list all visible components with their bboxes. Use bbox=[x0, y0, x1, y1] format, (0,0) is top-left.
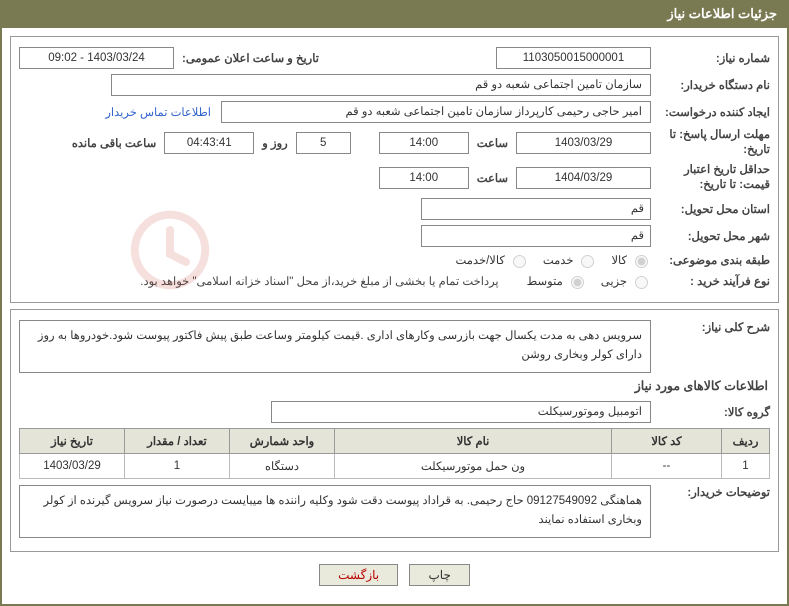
radio-both[interactable]: کالا/خدمت bbox=[456, 252, 529, 268]
items-table: ردیف کد کالا نام کالا واحد شمارش تعداد /… bbox=[19, 428, 770, 479]
td-code: -- bbox=[612, 453, 722, 478]
city-field: قم bbox=[421, 225, 651, 247]
reply-date-field: 1403/03/29 bbox=[516, 132, 651, 154]
reply-deadline-label: مهلت ارسال پاسخ: تا تاریخ: bbox=[655, 128, 770, 158]
announce-label: تاریخ و ساعت اعلان عمومی: bbox=[178, 51, 323, 65]
subject-class-radios: کالا خدمت کالا/خدمت bbox=[456, 252, 652, 268]
goods-group-field: اتومبیل وموتورسیکلت bbox=[271, 401, 651, 423]
price-valid-date-field: 1404/03/29 bbox=[516, 167, 651, 189]
reply-time-field: 14:00 bbox=[379, 132, 469, 154]
info-panel: شماره نیاز: 1103050015000001 تاریخ و ساع… bbox=[10, 36, 779, 303]
items-section-title: اطلاعات کالاهای مورد نیاز bbox=[21, 378, 768, 393]
back-button[interactable]: بازگشت bbox=[319, 564, 398, 586]
need-desc-label: شرح کلی نیاز: bbox=[655, 320, 770, 334]
table-row: 1 -- ون حمل موتورسیکلت دستگاه 1 1403/03/… bbox=[20, 453, 770, 478]
requester-label: ایجاد کننده درخواست: bbox=[655, 105, 770, 119]
need-number-field: 1103050015000001 bbox=[496, 47, 651, 69]
price-valid-time-field: 14:00 bbox=[379, 167, 469, 189]
need-desc-field: سرویس دهی به مدت یکسال جهت بازرسی وکارها… bbox=[19, 320, 651, 373]
buy-process-note: پرداخت تمام یا بخشی از مبلغ خرید،از محل … bbox=[140, 274, 498, 288]
buy-process-label: نوع فرآیند خرید : bbox=[655, 274, 770, 288]
page-banner: جزئیات اطلاعات نیاز bbox=[0, 0, 789, 28]
td-name: ون حمل موتورسیکلت bbox=[335, 453, 612, 478]
td-unit: دستگاه bbox=[230, 453, 335, 478]
th-date: تاریخ نیاز bbox=[20, 428, 125, 453]
days-and-label: روز و bbox=[258, 136, 291, 150]
buyer-notes-field: هماهنگی 09127549092 حاج رحیمی. به قراداد… bbox=[19, 485, 651, 538]
td-row: 1 bbox=[722, 453, 770, 478]
th-unit: واحد شمارش bbox=[230, 428, 335, 453]
province-field: قم bbox=[421, 198, 651, 220]
remaining-label: ساعت باقی مانده bbox=[68, 136, 160, 150]
radio-medium[interactable]: متوسط bbox=[527, 273, 587, 289]
radio-service[interactable]: خدمت bbox=[543, 252, 598, 268]
province-label: استان محل تحویل: bbox=[655, 202, 770, 216]
print-button[interactable]: چاپ bbox=[409, 564, 469, 586]
buyer-org-field: سازمان تامین اجتماعی شعبه دو قم bbox=[111, 74, 651, 96]
goods-group-label: گروه کالا: bbox=[655, 405, 770, 419]
hour-label-2: ساعت bbox=[473, 171, 512, 185]
radio-small[interactable]: جزیی bbox=[601, 273, 651, 289]
th-qty: تعداد / مقدار bbox=[125, 428, 230, 453]
td-date: 1403/03/29 bbox=[20, 453, 125, 478]
need-number-label: شماره نیاز: bbox=[655, 51, 770, 65]
announce-field: 1403/03/24 - 09:02 bbox=[19, 47, 174, 69]
th-row: ردیف bbox=[722, 428, 770, 453]
hour-label-1: ساعت bbox=[473, 136, 512, 150]
td-qty: 1 bbox=[125, 453, 230, 478]
countdown-field: 04:43:41 bbox=[164, 132, 254, 154]
th-code: کد کالا bbox=[612, 428, 722, 453]
days-left-field: 5 bbox=[296, 132, 351, 154]
buyer-notes-label: توضیحات خریدار: bbox=[655, 485, 770, 499]
price-valid-label: حداقل تاریخ اعتبار قیمت: تا تاریخ: bbox=[655, 163, 770, 193]
buyer-org-label: نام دستگاه خریدار: bbox=[655, 78, 770, 92]
subject-class-label: طبقه بندی موضوعی: bbox=[655, 253, 770, 267]
desc-panel: شرح کلی نیاز: سرویس دهی به مدت یکسال جهت… bbox=[10, 309, 779, 552]
city-label: شهر محل تحویل: bbox=[655, 229, 770, 243]
button-row: چاپ بازگشت bbox=[10, 558, 779, 596]
requester-field: امیر حاجی رحیمی کارپرداز سازمان تامین اج… bbox=[221, 101, 651, 123]
radio-goods[interactable]: کالا bbox=[611, 252, 651, 268]
buy-process-radios: جزیی متوسط bbox=[527, 273, 651, 289]
th-name: نام کالا bbox=[335, 428, 612, 453]
buyer-contact-link[interactable]: اطلاعات تماس خریدار bbox=[105, 105, 217, 119]
